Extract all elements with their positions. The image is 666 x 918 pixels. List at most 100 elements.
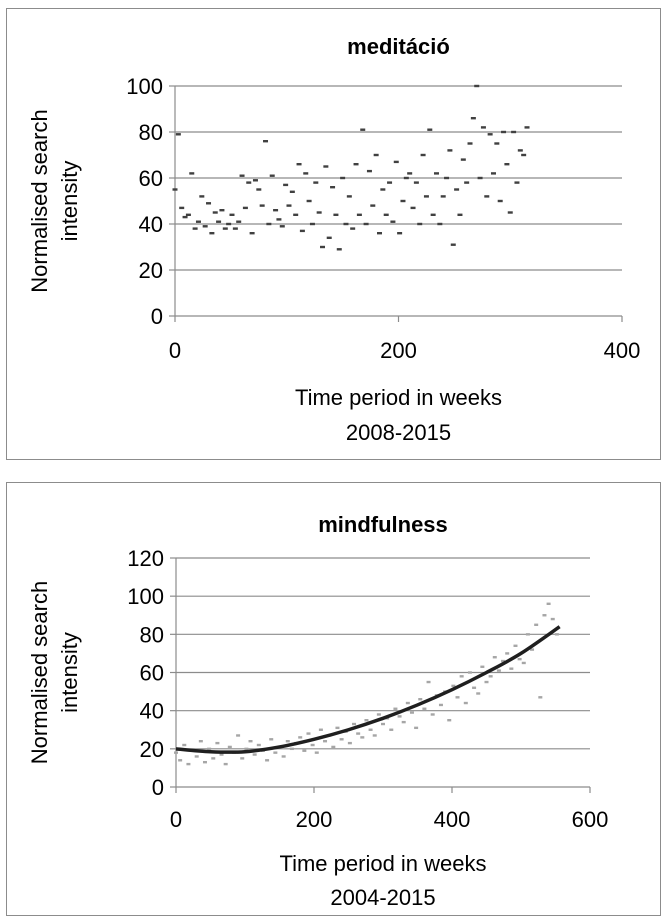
data-point	[397, 715, 402, 718]
y-tick-label: 60	[140, 661, 164, 686]
data-point	[426, 680, 431, 684]
data-point	[509, 667, 514, 670]
data-point	[417, 222, 423, 226]
data-point	[542, 614, 547, 617]
data-point	[513, 644, 518, 647]
data-point	[433, 172, 439, 175]
data-point	[450, 243, 456, 246]
y-axis-label: Normalised search intensity	[27, 581, 82, 764]
chart-panel-meditacio: meditáció 0 20 40 60 80 100 0 200 400 Time period …	[6, 8, 661, 460]
x-axis-label: Time period in weeks	[295, 385, 502, 410]
data-point	[490, 172, 496, 175]
data-point	[175, 133, 181, 136]
data-point	[202, 225, 208, 228]
data-point	[340, 176, 346, 180]
data-point	[377, 232, 383, 235]
data-point	[273, 751, 278, 754]
data-point	[219, 209, 225, 212]
data-point	[422, 707, 427, 710]
data-point	[530, 648, 535, 651]
data-point	[447, 719, 452, 722]
data-point	[376, 713, 381, 716]
y-tick-label: 80	[140, 622, 164, 647]
x-tick-label: 400	[604, 338, 641, 363]
data-point	[239, 174, 245, 177]
data-point	[517, 657, 522, 661]
data-point	[215, 741, 220, 745]
data-point	[299, 229, 305, 233]
data-point	[447, 149, 453, 152]
x-axis-sublabel: 2008-2015	[346, 420, 451, 445]
data-point	[496, 669, 501, 672]
data-point	[550, 617, 555, 621]
data-point	[463, 701, 468, 705]
data-point	[252, 179, 258, 182]
data-point	[182, 743, 187, 747]
data-point	[389, 728, 394, 731]
data-point	[178, 759, 183, 762]
data-point	[383, 213, 389, 216]
data-point	[464, 181, 470, 184]
data-point	[430, 213, 436, 216]
data-point	[209, 232, 215, 235]
data-point	[323, 740, 328, 743]
data-point	[472, 686, 477, 689]
data-point	[403, 176, 409, 180]
chart-title: mindfulness	[318, 512, 448, 537]
data-point	[202, 760, 207, 764]
data-point	[511, 130, 517, 134]
data-point	[194, 755, 199, 758]
data-point	[199, 195, 205, 198]
y-axis-label-line1: Normalised search	[27, 109, 52, 292]
data-point	[372, 734, 377, 737]
data-point	[405, 701, 410, 705]
data-point	[172, 188, 178, 191]
data-point	[303, 172, 309, 175]
data-point	[263, 140, 269, 143]
data-point	[507, 211, 513, 214]
data-point	[480, 126, 486, 129]
y-tick-label: 120	[127, 546, 164, 571]
data-point	[366, 169, 372, 173]
data-point	[484, 195, 490, 198]
data-point	[360, 128, 366, 131]
data-point	[353, 163, 359, 166]
data-point	[393, 160, 399, 164]
data-point	[397, 232, 403, 235]
y-tick-label: 0	[152, 775, 164, 800]
data-point	[427, 128, 433, 131]
data-point	[514, 181, 520, 184]
data-point	[488, 675, 493, 678]
data-point	[281, 755, 286, 758]
y-axis-label-line1: Normalised search	[27, 581, 52, 764]
chart-meditacio: meditáció 0 20 40 60 80 100 0 200 400 Time period …	[27, 34, 641, 445]
x-tick-label: 200	[296, 807, 333, 832]
data-point	[460, 158, 466, 161]
data-point	[293, 213, 299, 216]
data-point	[216, 220, 222, 223]
data-point	[222, 227, 228, 230]
data-point	[521, 661, 526, 665]
y-tick-label: 40	[140, 699, 164, 724]
data-point	[285, 740, 290, 743]
data-point	[409, 711, 414, 714]
data-point	[273, 209, 279, 212]
data-point	[252, 753, 257, 756]
data-point	[504, 163, 510, 166]
data-point	[333, 213, 339, 216]
data-point	[368, 728, 373, 731]
data-point	[401, 720, 406, 724]
data-point	[219, 753, 224, 756]
y-axis-label-line2: intensity	[57, 632, 82, 713]
data-point	[195, 220, 201, 223]
data-point	[407, 172, 413, 175]
data-point	[413, 181, 419, 184]
data-point	[484, 680, 489, 684]
data-point	[546, 602, 551, 605]
data-point	[451, 684, 456, 688]
data-point	[517, 149, 523, 152]
data-point	[306, 199, 312, 203]
data-point	[418, 698, 423, 701]
data-point	[259, 204, 265, 207]
data-point	[244, 747, 249, 751]
